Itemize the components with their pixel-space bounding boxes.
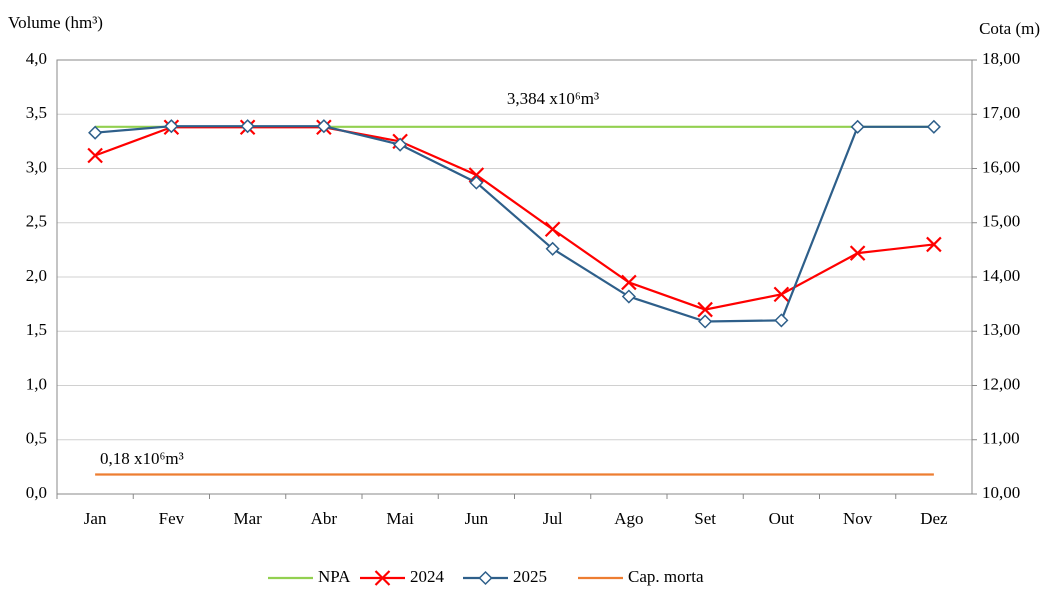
annotation: 0,18 x10⁶m³ — [100, 449, 184, 468]
marker-x — [773, 286, 790, 303]
legend-item: 2024 — [360, 567, 445, 586]
marker-x — [544, 221, 561, 238]
marker-x — [87, 147, 103, 164]
x-tick-label: Nov — [843, 509, 873, 528]
y2-tick-label: 13,00 — [982, 320, 1020, 339]
y-tick-label: 2,0 — [26, 266, 47, 285]
marker-diamond — [469, 175, 484, 190]
marker-x — [849, 245, 866, 261]
y-tick-label: 2,5 — [26, 212, 47, 231]
y-tick-label: 1,5 — [26, 320, 47, 339]
y2-tick-label: 10,00 — [982, 483, 1020, 502]
y-axis-label: Volume (hm³) — [8, 13, 103, 32]
x-tick-label: Abr — [311, 509, 338, 528]
x-tick-label: Jan — [84, 509, 107, 528]
y2-tick-label: 15,00 — [982, 212, 1020, 231]
marker-diamond — [621, 289, 636, 304]
legend-label: Cap. morta — [628, 567, 704, 586]
x-tick-label: Out — [769, 509, 795, 528]
annotation: 3,384 x10⁶m³ — [507, 89, 599, 108]
marker-diamond — [164, 119, 179, 134]
legend-label: NPA — [318, 567, 351, 586]
marker-x — [697, 301, 713, 318]
x-tick-label: Jun — [465, 509, 489, 528]
x-tick-label: Mar — [233, 509, 262, 528]
y-tick-label: 3,5 — [26, 103, 47, 122]
y2-tick-label: 11,00 — [982, 429, 1020, 448]
x-tick-label: Fev — [159, 509, 185, 528]
legend-label: 2025 — [513, 567, 547, 586]
y2-tick-label: 18,00 — [982, 49, 1020, 68]
y-tick-label: 1,0 — [26, 374, 47, 393]
marker-x — [374, 570, 391, 586]
y2-tick-label: 12,00 — [982, 374, 1020, 393]
x-tick-label: Set — [694, 509, 716, 528]
marker-diamond — [926, 119, 941, 134]
marker-diamond — [316, 119, 331, 134]
series-line — [94, 126, 934, 311]
marker-diamond — [545, 241, 560, 256]
marker-diamond — [393, 137, 408, 152]
marker-x — [621, 274, 637, 291]
legend-item: Cap. morta — [578, 567, 704, 586]
legend-item: 2025 — [463, 567, 547, 586]
y-tick-label: 3,0 — [26, 157, 47, 176]
marker-diamond — [240, 119, 255, 134]
x-tick-label: Dez — [920, 509, 948, 528]
marker-diamond — [850, 119, 865, 134]
y-tick-label: 4,0 — [26, 49, 47, 68]
marker-x — [926, 236, 942, 253]
legend-item: NPA — [268, 567, 351, 586]
y-tick-label: 0,0 — [26, 483, 47, 502]
marker-diamond — [478, 570, 493, 586]
y-tick-label: 0,5 — [26, 429, 47, 448]
y2-tick-label: 14,00 — [982, 266, 1020, 285]
y2-axis-label: Cota (m) — [979, 19, 1040, 38]
y2-tick-label: 17,00 — [982, 103, 1020, 122]
marker-diamond — [88, 125, 103, 140]
marker-diamond — [774, 313, 789, 328]
x-tick-label: Mai — [386, 509, 414, 528]
x-tick-label: Jul — [543, 509, 563, 528]
marker-diamond — [698, 314, 713, 329]
legend-label: 2024 — [410, 567, 445, 586]
series-line — [95, 125, 934, 323]
y2-tick-label: 16,00 — [982, 157, 1020, 176]
x-tick-label: Ago — [614, 509, 643, 528]
